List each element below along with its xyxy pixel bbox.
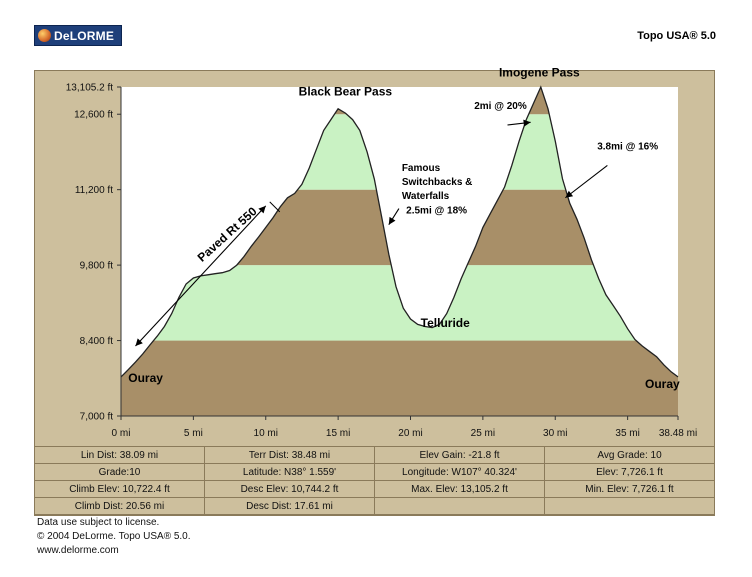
arrow-head bbox=[135, 338, 143, 346]
stats-cell: Max. Elev: 13,105.2 ft bbox=[374, 480, 545, 498]
arrow-end-marker bbox=[269, 201, 281, 213]
x-tick-label: 15 mi bbox=[326, 428, 350, 439]
y-tick-label: 11,200 ft bbox=[75, 185, 113, 196]
copyright-note: © 2004 DeLorme. Topo USA® 5.0. bbox=[37, 531, 191, 542]
annotation-label: Ouray bbox=[645, 377, 680, 391]
annotation-label: Ouray bbox=[128, 371, 163, 385]
x-tick-label: 20 mi bbox=[398, 428, 422, 439]
profile-line bbox=[120, 85, 679, 378]
stats-cell: Elev Gain: -21.8 ft bbox=[374, 446, 545, 464]
stats-cell: Climb Dist: 20.56 mi bbox=[34, 497, 205, 515]
stats-cell: Desc Dist: 17.61 mi bbox=[204, 497, 375, 515]
annotation-label: Switchbacks & bbox=[402, 177, 473, 188]
y-tick-label: 12,600 ft bbox=[74, 110, 113, 121]
annotation-label: Waterfalls bbox=[402, 191, 450, 202]
y-tick-label: 13,105.2 ft bbox=[66, 83, 113, 94]
arrow-head bbox=[258, 205, 266, 214]
stats-cell: Longitude: W107° 40.324' bbox=[374, 463, 545, 481]
stats-table: Lin Dist: 38.09 mi Terr Dist: 38.48 mi Ele… bbox=[34, 446, 715, 515]
x-tick-label: 10 mi bbox=[254, 428, 278, 439]
stats-row: Grade:10 Latitude: N38° 1.559' Longitude: … bbox=[34, 463, 715, 481]
annotation-label: Telluride bbox=[421, 316, 470, 330]
stats-cell: Climb Elev: 10,722.4 ft bbox=[34, 480, 205, 498]
annotation-arrow bbox=[565, 164, 608, 199]
y-axis: 13,105.2 ft 12,600 ft 11,200 ft 9,800 ft 8,4… bbox=[66, 83, 121, 423]
stats-cell: Avg Grade: 10 bbox=[544, 446, 715, 464]
annotation-label: 2mi @ 20% bbox=[474, 101, 527, 112]
annotation-arrow bbox=[135, 205, 267, 347]
license-note: Data use subject to license. bbox=[37, 517, 160, 528]
annotation-label: Imogene Pass bbox=[499, 66, 580, 80]
y-tick-label: 7,000 ft bbox=[80, 412, 114, 423]
x-tick-label: 38.48 mi bbox=[659, 428, 697, 439]
product-name: Topo USA® 5.0 bbox=[637, 30, 716, 42]
arrow-head bbox=[388, 216, 396, 225]
y-tick-label: 9,800 ft bbox=[80, 261, 114, 272]
delorme-logo: DeLORME bbox=[34, 25, 122, 46]
annotation-label: Black Bear Pass bbox=[299, 84, 393, 98]
x-axis: 0 mi 5 mi 10 mi 15 mi 20 mi 25 mi 30 mi 35 mi 38… bbox=[112, 416, 697, 439]
arrow-head bbox=[523, 119, 531, 127]
stats-cell: Latitude: N38° 1.559' bbox=[204, 463, 375, 481]
elevation-band bbox=[121, 340, 678, 416]
elevation-bands bbox=[121, 87, 678, 416]
logo-text: DeLORME bbox=[54, 28, 115, 43]
x-tick-label: 35 mi bbox=[615, 428, 639, 439]
arrow-head bbox=[565, 190, 574, 198]
stats-cell bbox=[374, 497, 545, 515]
x-tick-label: 25 mi bbox=[471, 428, 495, 439]
stats-cell: Desc Elev: 10,744.2 ft bbox=[204, 480, 375, 498]
stats-cell: Grade:10 bbox=[34, 463, 205, 481]
website-link[interactable]: www.delorme.com bbox=[37, 545, 119, 556]
x-tick-label: 5 mi bbox=[184, 428, 203, 439]
stats-cell: Elev: 7,726.1 ft bbox=[544, 463, 715, 481]
annotation-label: 3.8mi @ 16% bbox=[597, 141, 658, 152]
stats-cell: Lin Dist: 38.09 mi bbox=[34, 446, 205, 464]
stats-row: Climb Dist: 20.56 mi Desc Dist: 17.61 mi bbox=[34, 497, 715, 515]
globe-icon bbox=[38, 29, 51, 42]
x-tick-label: 0 mi bbox=[112, 428, 131, 439]
annotation-label: Famous bbox=[402, 163, 441, 174]
stats-row: Climb Elev: 10,722.4 ft Desc Elev: 10,744… bbox=[34, 480, 715, 498]
stats-cell: Terr Dist: 38.48 mi bbox=[204, 446, 375, 464]
y-tick-label: 8,400 ft bbox=[80, 336, 114, 347]
stats-row: Lin Dist: 38.09 mi Terr Dist: 38.48 mi Ele… bbox=[34, 446, 715, 464]
stats-cell: Min. Elev: 7,726.1 ft bbox=[544, 480, 715, 498]
stats-cell bbox=[544, 497, 715, 515]
x-tick-label: 30 mi bbox=[543, 428, 567, 439]
annotation-label: 2.5mi @ 18% bbox=[406, 205, 467, 216]
